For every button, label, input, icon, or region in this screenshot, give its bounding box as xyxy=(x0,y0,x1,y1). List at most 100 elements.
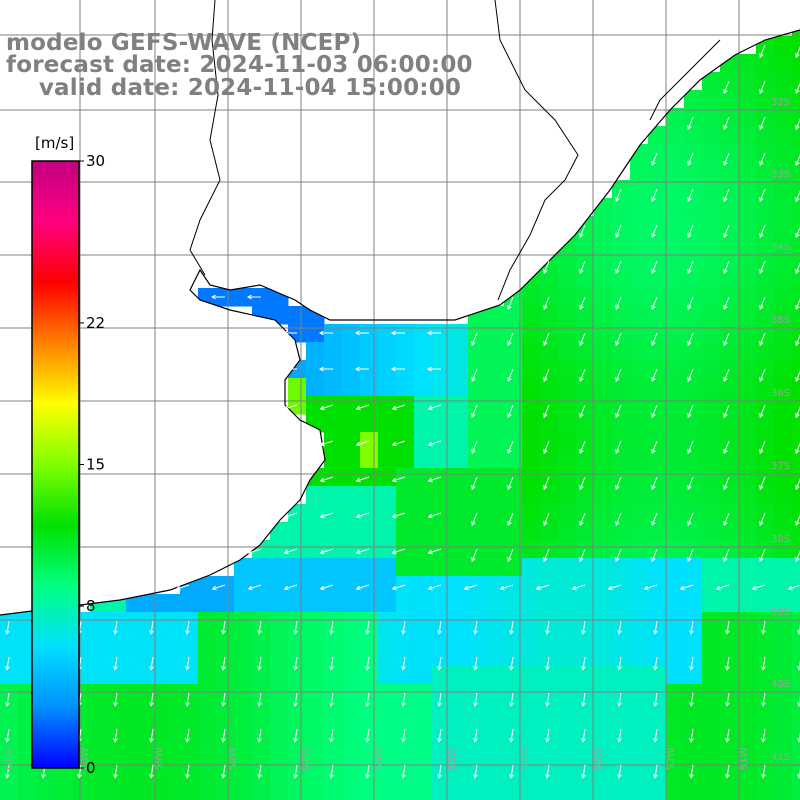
wind-arrow-head xyxy=(427,513,433,519)
wind-cell xyxy=(450,468,469,487)
wind-arrow xyxy=(248,548,262,554)
wind-arrow-head xyxy=(149,629,154,635)
wind-arrow xyxy=(723,152,730,166)
wind-arrow xyxy=(6,692,10,706)
wind-cell xyxy=(666,630,685,649)
wind-cell xyxy=(270,576,289,595)
wind-arrow-head xyxy=(221,629,226,635)
wind-cell xyxy=(756,234,775,253)
wind-arrow xyxy=(726,656,730,670)
wind-cell xyxy=(612,486,631,505)
wind-arrow-head xyxy=(427,585,433,591)
wind-cell xyxy=(306,630,325,649)
wind-arrow-head xyxy=(759,449,764,455)
wind-cell xyxy=(378,576,397,595)
wind-arrow xyxy=(651,368,658,382)
wind-arrow-head xyxy=(246,294,252,300)
wind-arrow xyxy=(392,476,406,482)
wind-cell xyxy=(306,684,325,703)
wind-cell xyxy=(522,486,541,505)
wind-cell xyxy=(684,558,703,577)
wind-cell xyxy=(684,414,703,433)
wind-arrow xyxy=(651,404,658,418)
wind-arrow-head xyxy=(689,701,694,707)
wind-arrow-head xyxy=(221,701,226,707)
wind-arrow xyxy=(759,116,766,130)
longitude-label: 58W xyxy=(228,747,239,770)
wind-cell xyxy=(522,504,541,523)
wind-cell xyxy=(738,432,757,451)
wind-arrow-head xyxy=(715,585,721,591)
wind-cell xyxy=(666,774,685,793)
wind-arrow xyxy=(258,620,262,634)
wind-cell xyxy=(432,594,451,613)
wind-cell xyxy=(486,702,505,721)
wind-cell xyxy=(558,378,577,397)
wind-cell xyxy=(468,414,487,433)
wind-cell xyxy=(702,576,721,595)
wind-cell xyxy=(324,360,343,379)
wind-cell xyxy=(702,432,721,451)
wind-cell xyxy=(792,612,800,631)
wind-cell xyxy=(486,324,505,343)
wind-cell xyxy=(180,666,199,685)
wind-cell xyxy=(720,198,739,217)
wind-arrow xyxy=(618,656,622,670)
wind-cell xyxy=(234,702,253,721)
wind-cell xyxy=(90,630,109,649)
wind-arrow-head xyxy=(687,485,692,491)
wind-cell xyxy=(378,666,397,685)
wind-cell xyxy=(252,702,271,721)
wind-cell xyxy=(288,558,307,577)
wind-cell xyxy=(792,360,800,379)
wind-arrow xyxy=(356,512,370,518)
wind-cell xyxy=(90,792,109,800)
wind-cell xyxy=(414,594,433,613)
wind-arrow-head xyxy=(689,737,694,743)
wind-cell xyxy=(666,486,685,505)
wind-cell xyxy=(666,162,685,181)
wind-cell xyxy=(594,288,613,307)
wind-arrow xyxy=(507,404,514,418)
wind-arrow xyxy=(615,260,622,274)
wind-cell xyxy=(342,468,361,487)
wind-cell xyxy=(504,414,523,433)
wind-cell xyxy=(378,792,397,800)
wind-arrow xyxy=(428,404,442,410)
wind-cell xyxy=(378,468,397,487)
wind-cell xyxy=(702,72,721,91)
wind-cell xyxy=(594,432,613,451)
wind-arrow xyxy=(798,660,800,670)
wind-arrow xyxy=(788,584,800,590)
wind-cell xyxy=(360,468,379,487)
wind-arrow-head xyxy=(293,701,298,707)
wind-cell xyxy=(144,792,163,800)
wind-arrow-head xyxy=(175,585,181,591)
wind-cell xyxy=(540,738,559,757)
wind-cell xyxy=(576,522,595,541)
wind-cell xyxy=(558,252,577,271)
wind-cell xyxy=(252,792,271,800)
wind-cell xyxy=(522,738,541,757)
wind-cell xyxy=(378,504,397,523)
wind-cell xyxy=(342,414,361,433)
wind-cell xyxy=(234,630,253,649)
wind-cell xyxy=(378,630,397,649)
wind-cell xyxy=(648,342,667,361)
wind-cell xyxy=(504,702,523,721)
wind-cell xyxy=(522,774,541,793)
wind-cell xyxy=(648,522,667,541)
wind-cell xyxy=(576,450,595,469)
wind-arrow xyxy=(572,584,586,590)
wind-cell xyxy=(648,792,667,800)
wind-cell xyxy=(324,576,343,595)
wind-cell xyxy=(738,324,757,343)
wind-cell xyxy=(774,36,793,55)
wind-cell xyxy=(684,630,703,649)
wind-cell xyxy=(432,360,451,379)
wind-cell xyxy=(450,720,469,739)
wind-cell xyxy=(792,198,800,217)
wind-arrow-head xyxy=(293,665,298,671)
wind-cell xyxy=(126,774,145,793)
wind-arrow xyxy=(258,692,262,706)
